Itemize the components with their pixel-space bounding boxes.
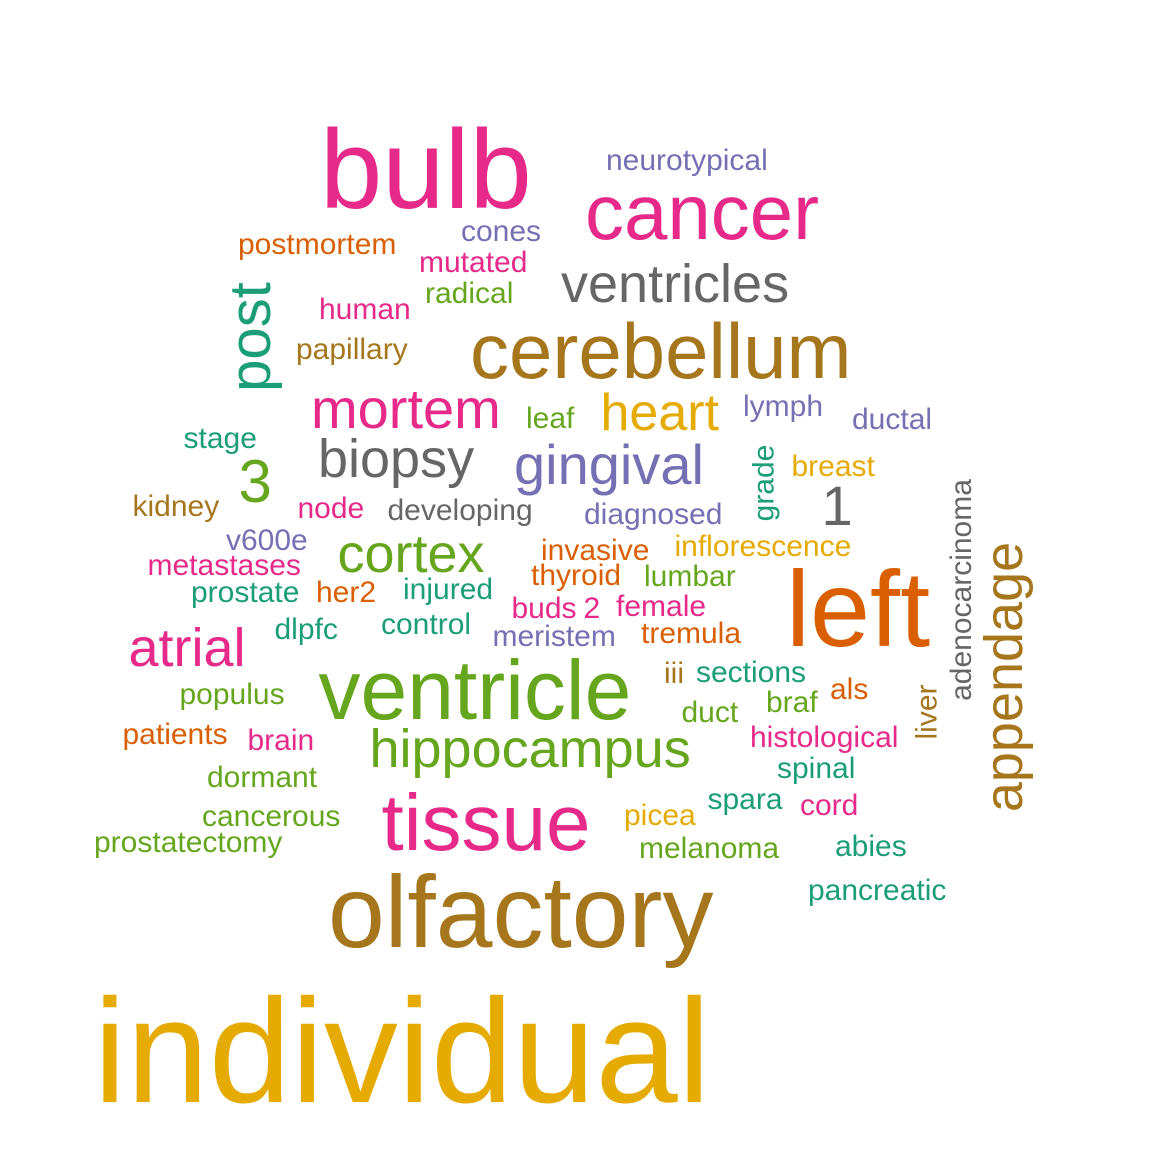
- word-cortex: cortex: [337, 524, 485, 584]
- word-histological: histological: [750, 721, 899, 754]
- word-bulb: bulb: [320, 107, 532, 232]
- word-brain: brain: [247, 724, 315, 757]
- word-tissue: tissue: [381, 778, 591, 867]
- word-her2: her2: [316, 576, 377, 609]
- word-developing: developing: [387, 494, 533, 527]
- word-pancreatic: pancreatic: [808, 874, 947, 907]
- word-female: female: [616, 590, 707, 623]
- word-abies: abies: [835, 830, 907, 863]
- word-populus: populus: [179, 678, 285, 711]
- word-human: human: [319, 293, 411, 326]
- word-iii: iii: [664, 657, 684, 690]
- word-leaf: leaf: [526, 402, 575, 435]
- word-diagnosed: diagnosed: [584, 498, 723, 531]
- word-cord: cord: [800, 789, 859, 822]
- word-spara: spara: [707, 783, 783, 816]
- word-lymph: lymph: [743, 390, 824, 423]
- word-control: control: [381, 608, 472, 641]
- word-dlpfc: dlpfc: [274, 613, 338, 646]
- word-liver: liver: [910, 684, 944, 740]
- word-patients: patients: [122, 718, 228, 751]
- word-olfactory: olfactory: [328, 855, 714, 969]
- word-cancer: cancer: [585, 168, 820, 256]
- word-injured: injured: [403, 573, 494, 606]
- word-biopsy: biopsy: [318, 429, 475, 489]
- word-mortem: mortem: [311, 377, 501, 440]
- word-2: 2: [583, 592, 601, 625]
- word-inflorescence: inflorescence: [674, 530, 852, 563]
- word-thyroid: thyroid: [531, 559, 622, 592]
- word-spinal: spinal: [777, 752, 856, 785]
- word-mutated: mutated: [419, 246, 528, 279]
- word-postmortem: postmortem: [238, 228, 397, 261]
- word-picea: picea: [624, 799, 696, 832]
- word-cones: cones: [461, 215, 542, 248]
- word-3: 3: [238, 448, 272, 515]
- word-als: als: [830, 673, 869, 706]
- word-meristem: meristem: [492, 620, 616, 653]
- word-node: node: [297, 492, 365, 525]
- word-dormant: dormant: [207, 761, 318, 794]
- word-post: post: [217, 282, 283, 392]
- word-tremula: tremula: [641, 617, 742, 650]
- word-grade: grade: [746, 444, 780, 522]
- word-ventricles: ventricles: [561, 254, 790, 314]
- word-cerebellum: cerebellum: [470, 307, 852, 395]
- word-appendage: appendage: [974, 541, 1035, 813]
- word-melanoma: melanoma: [639, 832, 780, 865]
- word-braf: braf: [766, 686, 818, 719]
- word-ventricle: ventricle: [318, 643, 632, 737]
- word-breast: breast: [791, 450, 875, 483]
- word-neurotypical: neurotypical: [606, 144, 768, 177]
- word-sections: sections: [696, 656, 807, 689]
- word-individual: individual: [93, 969, 711, 1134]
- word-papillary: papillary: [296, 333, 408, 366]
- word-ductal: ductal: [852, 403, 933, 436]
- word-duct: duct: [681, 696, 739, 729]
- word-hippocampus: hippocampus: [369, 719, 691, 779]
- word-buds: buds: [511, 592, 577, 625]
- word-adenocarcinoma: adenocarcinoma: [944, 479, 978, 701]
- word-gingival: gingival: [514, 433, 704, 496]
- word-kidney: kidney: [132, 490, 220, 523]
- word-lumbar: lumbar: [644, 560, 736, 593]
- word-metastases: metastases: [147, 549, 301, 582]
- word-prostate: prostate: [191, 576, 300, 609]
- word-atrial: atrial: [128, 618, 246, 678]
- word-heart: heart: [600, 384, 720, 442]
- word-invasive: invasive: [541, 534, 650, 567]
- word-stage: stage: [183, 422, 257, 455]
- word-v600e: v600e: [226, 524, 308, 557]
- word-prostatectomy: prostatectomy: [94, 826, 283, 859]
- word-cancerous: cancerous: [202, 800, 341, 833]
- word-radical: radical: [425, 277, 514, 310]
- word-1: 1: [821, 474, 853, 537]
- word-left: left: [786, 548, 931, 669]
